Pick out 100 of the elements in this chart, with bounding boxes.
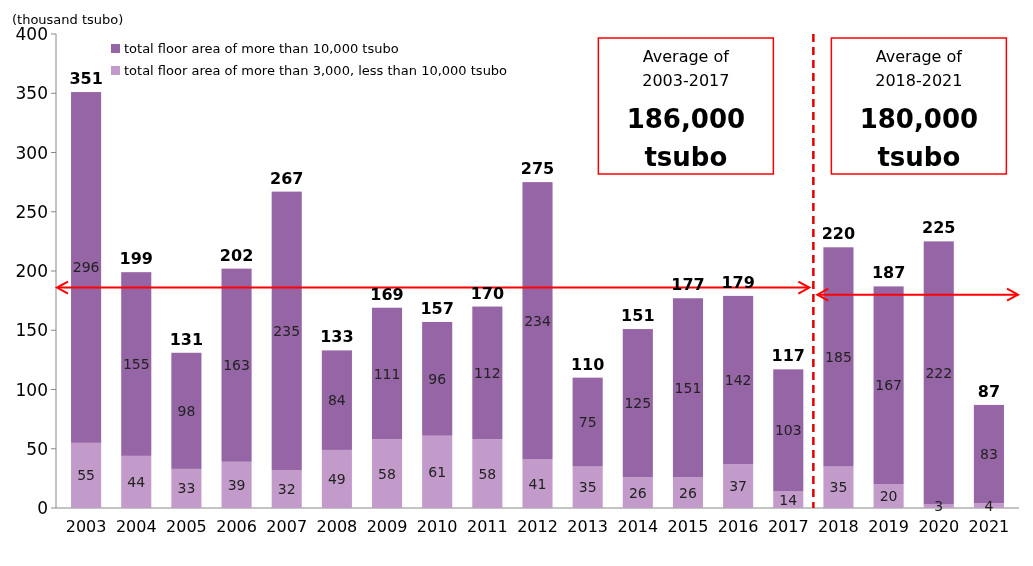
total-label: 202 bbox=[219, 245, 254, 265]
data-label: 234 bbox=[524, 312, 551, 329]
total-label: 170 bbox=[470, 283, 505, 303]
bar bbox=[723, 464, 754, 508]
data-label: 75 bbox=[578, 414, 597, 431]
data-label: 55 bbox=[77, 467, 96, 484]
bar bbox=[522, 182, 553, 460]
bar bbox=[522, 459, 553, 508]
x-tick-label: 2010 bbox=[416, 517, 458, 536]
data-label: 98 bbox=[177, 402, 196, 419]
bar bbox=[271, 191, 302, 471]
y-tick-label: 300 bbox=[15, 142, 48, 163]
total-label: 199 bbox=[119, 249, 153, 269]
total-label: 87 bbox=[977, 381, 1001, 401]
bar bbox=[121, 272, 152, 456]
y-tick-label: 200 bbox=[15, 261, 48, 281]
data-label: 142 bbox=[724, 372, 752, 389]
bar bbox=[672, 298, 704, 478]
x-tick-label: 2019 bbox=[868, 517, 909, 536]
x-tick-label: 2006 bbox=[216, 517, 257, 536]
data-label: 20 bbox=[879, 488, 898, 505]
total-label: 117 bbox=[771, 346, 805, 366]
bar bbox=[371, 307, 403, 440]
bar bbox=[823, 466, 854, 508]
total-label: 220 bbox=[821, 224, 856, 244]
data-label: 26 bbox=[628, 484, 647, 501]
data-label: 84 bbox=[327, 392, 346, 409]
data-label: 155 bbox=[122, 356, 150, 373]
bar bbox=[472, 439, 503, 508]
bar bbox=[422, 435, 453, 508]
total-label: 275 bbox=[520, 159, 555, 179]
total-label: 179 bbox=[721, 272, 755, 292]
total-label: 157 bbox=[420, 298, 454, 318]
bar bbox=[572, 466, 603, 508]
data-label: 235 bbox=[273, 322, 301, 339]
x-tick-label: 2008 bbox=[316, 517, 358, 536]
annotation: Average of 2018-2021 180,000 tsubo bbox=[859, 47, 979, 172]
x-tick-label: 2021 bbox=[968, 517, 1010, 536]
x-tick-label: 2018 bbox=[818, 517, 859, 536]
x-tick-label: 2003 bbox=[65, 517, 107, 536]
total-label: 169 bbox=[370, 284, 404, 304]
bar bbox=[371, 439, 403, 508]
bar bbox=[71, 442, 102, 508]
y-tick-label: 400 bbox=[15, 24, 48, 44]
data-label: 26 bbox=[679, 484, 697, 501]
x-tick-label: 2009 bbox=[366, 517, 408, 536]
x-tick-label: 2012 bbox=[517, 517, 558, 536]
data-label: 35 bbox=[829, 479, 848, 496]
data-label: 41 bbox=[528, 475, 547, 492]
bar bbox=[121, 455, 152, 508]
data-label: 163 bbox=[223, 357, 250, 374]
data-label: 39 bbox=[227, 476, 246, 493]
bar bbox=[71, 92, 102, 443]
data-label: 61 bbox=[428, 463, 447, 480]
data-label: 37 bbox=[729, 478, 748, 495]
data-label: 185 bbox=[825, 348, 852, 365]
legend-label: total floor area of more than 10,000 tsubo bbox=[124, 41, 399, 56]
bar bbox=[422, 321, 453, 436]
x-tick-label: 2011 bbox=[466, 517, 508, 536]
bar bbox=[823, 247, 854, 467]
bar bbox=[873, 286, 904, 485]
bar bbox=[773, 369, 804, 492]
x-tick-label: 2020 bbox=[918, 517, 960, 536]
data-label: 296 bbox=[72, 259, 100, 276]
annotation: Average of 2003-2017 186,000 tsubo bbox=[626, 47, 746, 172]
bar bbox=[221, 268, 252, 462]
legend-label: total floor area of more than 3,000, less than 10,000 tsubo bbox=[124, 63, 508, 78]
data-label: 103 bbox=[774, 422, 802, 439]
y-tick-label: 0 bbox=[37, 498, 48, 518]
x-tick-label: 2004 bbox=[115, 517, 157, 536]
data-label: 151 bbox=[674, 379, 702, 396]
total-label: 133 bbox=[320, 327, 354, 347]
bar bbox=[672, 477, 704, 508]
bar bbox=[472, 306, 503, 440]
bar bbox=[171, 352, 202, 469]
bar bbox=[321, 350, 352, 450]
x-tick-label: 2013 bbox=[567, 517, 609, 536]
x-tick-label: 2015 bbox=[667, 517, 709, 536]
bar bbox=[572, 377, 603, 467]
y-tick-label: 150 bbox=[15, 320, 48, 341]
x-tick-label: 2016 bbox=[717, 517, 759, 536]
x-tick-label: 2014 bbox=[617, 517, 659, 536]
data-label: 32 bbox=[277, 481, 296, 498]
data-label: 125 bbox=[624, 395, 652, 412]
y-axis-title: (thousand tsubo) bbox=[12, 12, 124, 27]
data-label: 33 bbox=[177, 480, 196, 497]
data-label: 96 bbox=[428, 370, 447, 387]
data-label: 49 bbox=[327, 470, 346, 487]
data-label: 58 bbox=[378, 465, 396, 482]
total-label: 131 bbox=[169, 329, 204, 349]
bar bbox=[723, 295, 754, 465]
data-label: 35 bbox=[578, 479, 597, 496]
y-tick-label: 250 bbox=[15, 201, 48, 222]
data-label: 111 bbox=[373, 365, 401, 382]
data-label: 14 bbox=[779, 491, 798, 508]
bar bbox=[321, 449, 352, 508]
y-tick-label: 50 bbox=[26, 438, 48, 459]
data-label: 44 bbox=[127, 473, 146, 490]
bar bbox=[221, 461, 252, 508]
x-tick-label: 2017 bbox=[767, 517, 809, 536]
